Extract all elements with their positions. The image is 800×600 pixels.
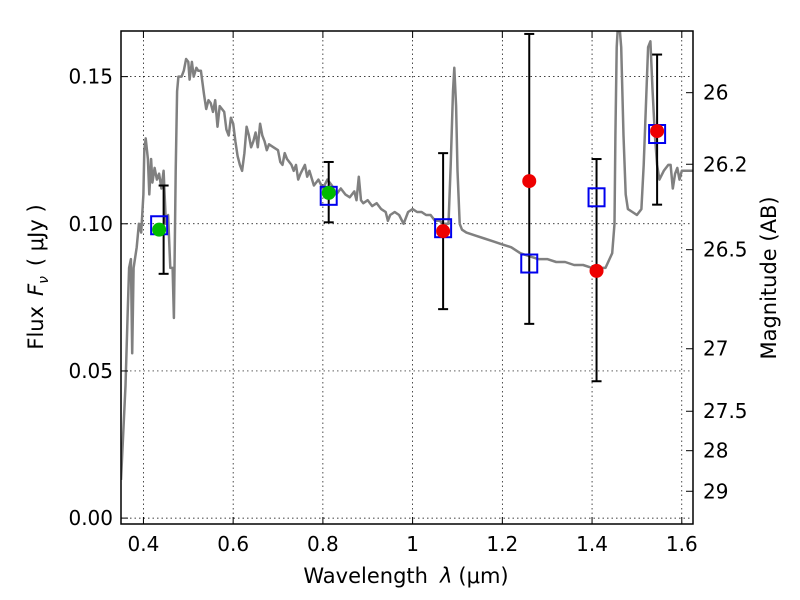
infrared-point — [589, 263, 604, 278]
optical-point — [321, 185, 336, 200]
y2-axis-label: Magnitude (AB) — [757, 196, 781, 359]
model-square-marker — [520, 253, 539, 274]
y2-tick-label: 26 — [703, 81, 728, 105]
optical-point — [152, 222, 167, 237]
x-tick-label: 0.4 — [128, 532, 160, 556]
y-tick-label: 0.00 — [68, 506, 113, 530]
y2-tick-label: 29 — [703, 479, 728, 503]
template-sed-line — [121, 31, 693, 480]
axes: 0.4 0.6 0.8 1 1.2 1.4 1.6 0.00 0.05 0.10 0.15 26 26.… — [68, 31, 748, 556]
y2-tick-label: 27 — [703, 337, 728, 361]
plot-area — [121, 31, 693, 480]
y-axis-label: FluxFν( μJy ) — [24, 204, 52, 349]
grid — [121, 31, 693, 524]
x-tick-label: 1.6 — [666, 532, 698, 556]
y2-tick-label: 26.2 — [703, 152, 748, 176]
infrared-point — [650, 124, 665, 139]
x-axis-label: Wavelength λ (μm) — [303, 564, 508, 588]
y-tick-label: 0.15 — [68, 65, 113, 89]
x-tick-label: 1.4 — [576, 532, 608, 556]
model-square-marker — [587, 187, 606, 208]
y2-tick-label: 26.5 — [703, 238, 748, 262]
x-tick-label: 0.8 — [307, 532, 339, 556]
x-tick-label: 0.6 — [217, 532, 249, 556]
y2-tick-label: 27.5 — [703, 399, 748, 423]
y2-tick-label: 28 — [703, 439, 728, 463]
plot-frame — [120, 30, 694, 525]
infrared-point — [522, 174, 537, 189]
x-tick-label: 1.2 — [486, 532, 518, 556]
y-tick-label: 0.05 — [68, 359, 113, 383]
x-tick-label: 1 — [406, 532, 419, 556]
infrared-point — [436, 224, 451, 239]
y-tick-label: 0.10 — [68, 212, 113, 236]
